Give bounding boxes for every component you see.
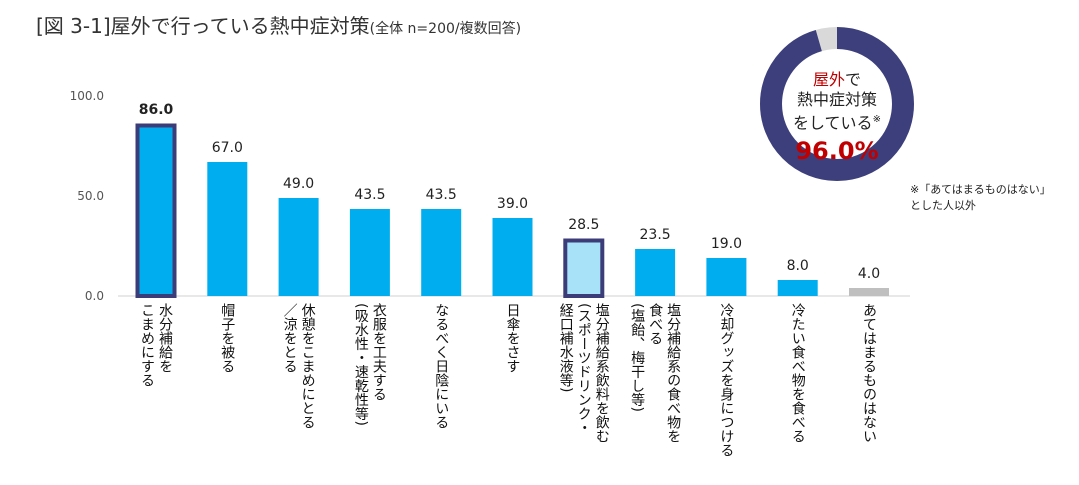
donut-center-text: 屋外で 熱中症対策 をしている※ 96.0% xyxy=(772,70,902,166)
data-label: 23.5 xyxy=(640,227,671,243)
category-label-line: 衣服を工夫する xyxy=(370,303,387,401)
category-label-line: ／涼をとる xyxy=(281,303,298,373)
category-label: 冷たい食べ物を食べる xyxy=(789,303,807,443)
category-label: 冷却グッズを身につける xyxy=(717,303,735,457)
donut-line1-rest: で xyxy=(845,70,862,89)
title-sub: (全体 n=200/複数回答) xyxy=(369,21,522,37)
category-label-line: 冷たい食べ物を食べる xyxy=(789,303,806,443)
data-label: 8.0 xyxy=(787,258,809,274)
category-label: 休憩をこまめにとる ／涼をとる xyxy=(281,303,317,429)
category-label-line: (スポーツドリンク・ xyxy=(575,303,592,435)
category-label-line: 水分補給を xyxy=(157,303,173,373)
category-label: あてはまるものはない xyxy=(860,303,878,443)
category-label-line: こまめにする xyxy=(139,303,155,387)
data-label: 4.0 xyxy=(858,266,880,282)
category-label-line: (吸水性・速乾性等) xyxy=(352,303,369,426)
category-label-line: 休憩をこまめにとる xyxy=(299,303,316,429)
category-label-line: 塩分補給系の食べ物を xyxy=(665,303,682,443)
category-label-line: あてはまるものはない xyxy=(861,303,877,443)
category-label: 帽子を被る xyxy=(218,303,236,373)
data-label: 39.0 xyxy=(497,196,528,212)
bar xyxy=(849,288,889,296)
category-label: 塩分補給系飲料を飲む (スポーツドリンク・ 経口補水液等) xyxy=(557,303,611,443)
category-label: 水分補給を こまめにする xyxy=(138,303,174,387)
bar xyxy=(135,123,177,298)
donut-line2: 熱中症対策 xyxy=(796,90,877,109)
data-label: 43.5 xyxy=(426,187,457,203)
data-label: 67.0 xyxy=(212,140,243,156)
category-label-line: 帽子を被る xyxy=(219,303,236,373)
data-label: 43.5 xyxy=(354,187,385,203)
bar xyxy=(421,209,462,296)
bar xyxy=(278,198,319,296)
category-label: 日傘をさす xyxy=(504,303,522,373)
donut-mark: ※ xyxy=(872,114,881,125)
category-label-line: 日傘をさす xyxy=(504,303,521,373)
bar xyxy=(349,209,390,296)
bar xyxy=(563,238,605,298)
bar xyxy=(635,249,676,296)
donut-main-arc xyxy=(760,27,914,181)
bar xyxy=(492,218,533,296)
category-label-line: 経口補水液等) xyxy=(557,303,574,393)
donut-line3: をしている xyxy=(793,113,873,133)
category-label-line: 冷却グッズを身につける xyxy=(718,303,735,457)
footnote: ※「あてはまるものはない」 とした人以外 xyxy=(910,182,1051,214)
data-label: 28.5 xyxy=(568,217,599,233)
donut-percent: 96.0% xyxy=(795,137,879,166)
bar xyxy=(207,162,248,296)
category-label: 衣服を工夫する (吸水性・速乾性等) xyxy=(352,303,388,426)
donut-accent: 屋外 xyxy=(812,70,845,89)
category-label-line: なるべく日陰にいる xyxy=(433,303,450,429)
bar xyxy=(777,280,818,296)
data-label: 19.0 xyxy=(711,236,742,252)
category-label-line: (塩飴、梅干し等) xyxy=(629,303,646,412)
y-tick-label: 50.0 xyxy=(77,189,104,203)
title-main: [図 3-1]屋外で行っている熱中症対策 xyxy=(36,14,370,38)
y-tick-label: 0.0 xyxy=(85,289,104,303)
chart-title: [図 3-1]屋外で行っている熱中症対策(全体 n=200/複数回答) xyxy=(36,10,521,39)
footnote-line1: ※「あてはまるものはない」 xyxy=(910,183,1051,196)
category-label: なるべく日陰にいる xyxy=(432,303,450,429)
category-label-line: 塩分補給系飲料を飲む xyxy=(593,303,610,443)
data-label: 86.0 xyxy=(139,102,174,118)
footnote-line2: とした人以外 xyxy=(910,199,976,212)
category-label-line: 食べる xyxy=(647,303,664,345)
y-tick-label: 100.0 xyxy=(70,89,104,103)
category-label: 塩分補給系の食べ物を 食べる (塩飴、梅干し等) xyxy=(628,303,682,443)
bar xyxy=(706,258,747,296)
data-label: 49.0 xyxy=(283,176,314,192)
